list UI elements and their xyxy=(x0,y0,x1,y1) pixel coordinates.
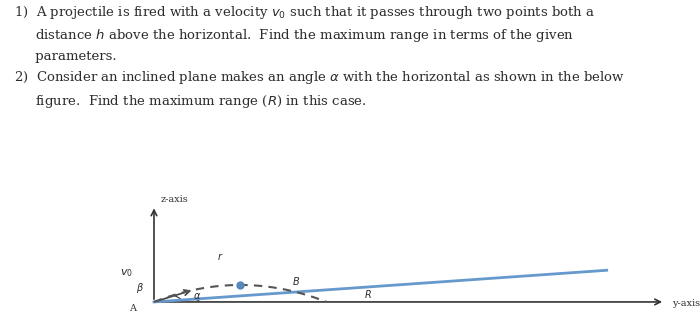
Text: A: A xyxy=(130,304,136,313)
Text: z-axis: z-axis xyxy=(161,196,189,204)
Text: $v_0$: $v_0$ xyxy=(120,267,134,279)
Text: $R$: $R$ xyxy=(364,288,372,300)
Text: $\beta$: $\beta$ xyxy=(136,281,144,295)
Text: y-axis: y-axis xyxy=(672,300,700,308)
Text: $\alpha$: $\alpha$ xyxy=(193,291,201,301)
Text: $r$: $r$ xyxy=(217,251,223,262)
Text: $B$: $B$ xyxy=(293,275,300,287)
Text: 1)  A projectile is fired with a velocity $v_0$ such that it passes through two : 1) A projectile is fired with a velocity… xyxy=(14,4,625,110)
